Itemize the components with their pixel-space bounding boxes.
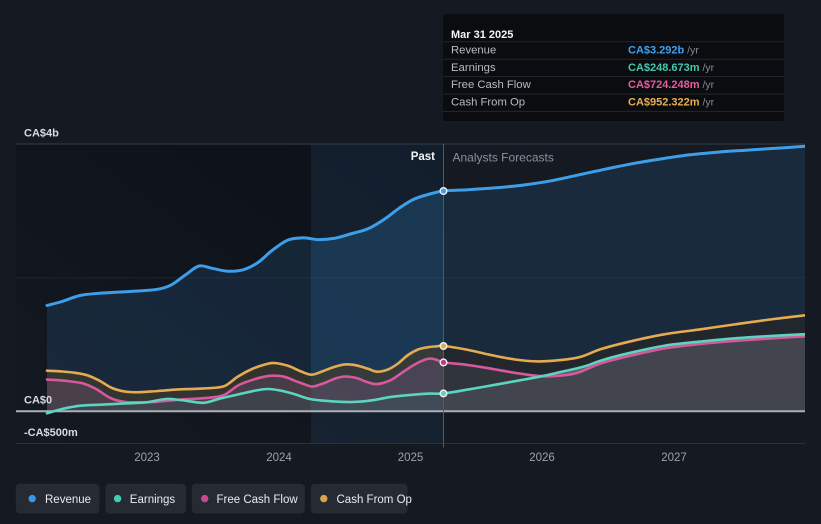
svg-text:CA$0: CA$0	[24, 395, 52, 407]
svg-text:2024: 2024	[266, 452, 292, 464]
svg-text:-CA$500m: -CA$500m	[24, 427, 78, 439]
svg-text:Earnings: Earnings	[130, 494, 176, 506]
svg-text:2027: 2027	[661, 452, 687, 464]
svg-text:Free Cash Flow: Free Cash Flow	[451, 79, 532, 91]
svg-text:CA$248.673m /yr: CA$248.673m /yr	[628, 62, 715, 74]
svg-text:2023: 2023	[134, 452, 160, 464]
svg-text:Analysts Forecasts: Analysts Forecasts	[453, 151, 554, 165]
svg-text:Revenue: Revenue	[451, 45, 496, 57]
svg-text:CA$4b: CA$4b	[24, 128, 59, 140]
svg-text:CA$724.248m /yr: CA$724.248m /yr	[628, 79, 715, 91]
svg-text:2026: 2026	[529, 452, 555, 464]
svg-text:Earnings: Earnings	[451, 62, 496, 74]
svg-text:Mar 31 2025: Mar 31 2025	[451, 29, 513, 41]
svg-text:CA$952.322m /yr: CA$952.322m /yr	[628, 97, 715, 109]
svg-text:Cash From Op: Cash From Op	[451, 97, 525, 109]
svg-text:2025: 2025	[398, 452, 424, 464]
svg-text:CA$3.292b /yr: CA$3.292b /yr	[628, 45, 699, 57]
svg-text:Cash From Op: Cash From Op	[337, 494, 412, 506]
svg-text:Revenue: Revenue	[45, 494, 91, 506]
svg-text:Free Cash Flow: Free Cash Flow	[217, 494, 299, 506]
svg-text:Past: Past	[411, 151, 435, 163]
